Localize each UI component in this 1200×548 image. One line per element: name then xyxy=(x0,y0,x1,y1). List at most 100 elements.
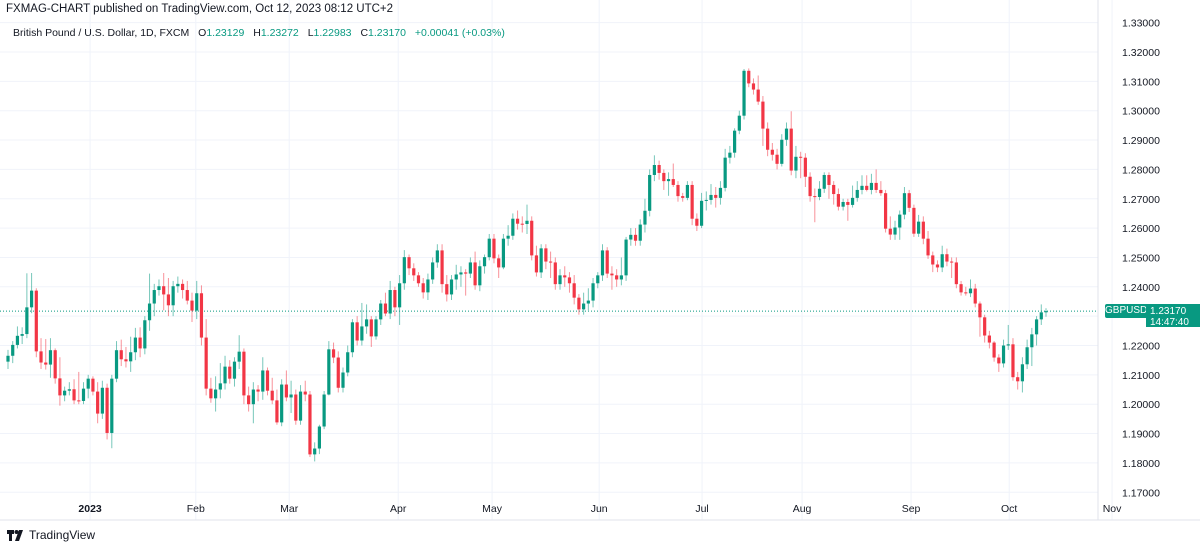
candle-down xyxy=(303,380,307,402)
candle-down xyxy=(714,187,718,208)
candle-body xyxy=(256,389,260,392)
candle-body xyxy=(907,193,911,208)
candle-body xyxy=(473,262,477,286)
candle-body xyxy=(525,220,529,224)
open-label: O xyxy=(198,27,207,39)
candle-body xyxy=(624,239,628,276)
candle-down xyxy=(34,288,38,358)
candle-body xyxy=(270,390,274,401)
candle-body xyxy=(468,262,472,274)
candle-down xyxy=(544,244,548,270)
candle-body xyxy=(294,394,298,421)
candle-body xyxy=(341,372,345,388)
candle-body xyxy=(482,257,487,267)
candle-body xyxy=(1006,344,1010,346)
candle-up xyxy=(1020,357,1025,393)
candle-body xyxy=(704,199,708,201)
candle-up xyxy=(822,172,826,193)
candle-body xyxy=(317,426,321,449)
candle-body xyxy=(685,184,690,198)
candle-up xyxy=(482,254,487,274)
candle-down xyxy=(775,148,779,170)
high-label: H xyxy=(253,27,261,39)
candle-body xyxy=(850,197,855,205)
candle-body xyxy=(648,174,652,211)
candle-body xyxy=(100,387,104,414)
candle-body xyxy=(251,389,255,405)
candle-body xyxy=(662,172,666,182)
candle-up xyxy=(15,326,20,349)
candle-body xyxy=(888,228,892,235)
candle-up xyxy=(232,357,237,387)
candle-down xyxy=(180,279,185,299)
candle-up xyxy=(737,110,741,135)
candle-body xyxy=(770,149,774,155)
candle-body xyxy=(893,227,897,235)
candle-body xyxy=(860,185,864,190)
candle-down xyxy=(992,341,996,362)
candle-up xyxy=(81,382,86,405)
x-tick-label: May xyxy=(482,503,503,515)
candle-down xyxy=(789,111,793,176)
candle-body xyxy=(898,214,902,228)
candle-down xyxy=(997,354,1001,372)
candle-up xyxy=(251,382,255,424)
x-tick-label: Mar xyxy=(280,503,299,515)
candle-up xyxy=(237,335,241,369)
candle-body xyxy=(751,83,756,90)
candle-body xyxy=(761,101,765,129)
candle-body xyxy=(313,448,317,455)
candle-down xyxy=(497,254,501,278)
candle-body xyxy=(166,294,171,306)
candle-up xyxy=(643,198,647,233)
candle-up xyxy=(501,233,506,270)
candle-body xyxy=(813,196,817,198)
candle-up xyxy=(176,276,180,293)
candle-body xyxy=(605,250,609,274)
candle-body xyxy=(39,351,43,363)
candle-body xyxy=(454,274,458,280)
tradingview-logo[interactable]: TradingView xyxy=(7,528,95,542)
candle-body xyxy=(690,184,694,219)
candle-up xyxy=(709,184,713,205)
candle-down xyxy=(799,151,803,179)
candle-body xyxy=(973,288,977,304)
candle-down xyxy=(935,260,940,273)
candle-up xyxy=(869,173,874,195)
candle-body xyxy=(402,257,406,284)
candle-up xyxy=(322,390,326,430)
candle-down xyxy=(553,257,557,290)
candle-down xyxy=(563,266,567,287)
candle-body xyxy=(699,200,704,226)
candle-up xyxy=(20,327,24,345)
candle-up xyxy=(898,210,902,240)
candle-down xyxy=(72,379,76,405)
candle-body xyxy=(633,234,638,241)
y-tick-label: 1.31000 xyxy=(1122,76,1160,88)
brand-name: TradingView xyxy=(29,528,96,542)
low-value: 1.22983 xyxy=(313,27,352,39)
candle-down xyxy=(770,142,774,161)
candle-body xyxy=(912,207,916,234)
y-tick-label: 1.26000 xyxy=(1122,223,1160,235)
candle-body xyxy=(327,349,331,395)
candle-body xyxy=(20,334,24,336)
candle-body xyxy=(874,182,878,190)
candle-body xyxy=(733,130,737,153)
candle-down xyxy=(209,377,213,403)
candle-up xyxy=(261,357,265,400)
candle-body xyxy=(364,319,369,327)
candle-body xyxy=(931,255,935,265)
candle-body xyxy=(501,238,506,268)
candle-body xyxy=(723,157,727,188)
candle-down xyxy=(751,78,756,95)
candle-down xyxy=(1016,371,1020,390)
candle-down xyxy=(671,163,675,188)
candle-up xyxy=(143,316,147,355)
candle-down xyxy=(96,382,100,424)
candle-up xyxy=(638,219,642,246)
instrument-title: British Pound / U.S. Dollar, 1D, FXCM xyxy=(13,27,190,39)
high-value: 1.23272 xyxy=(260,27,299,39)
candle-body xyxy=(331,349,336,358)
